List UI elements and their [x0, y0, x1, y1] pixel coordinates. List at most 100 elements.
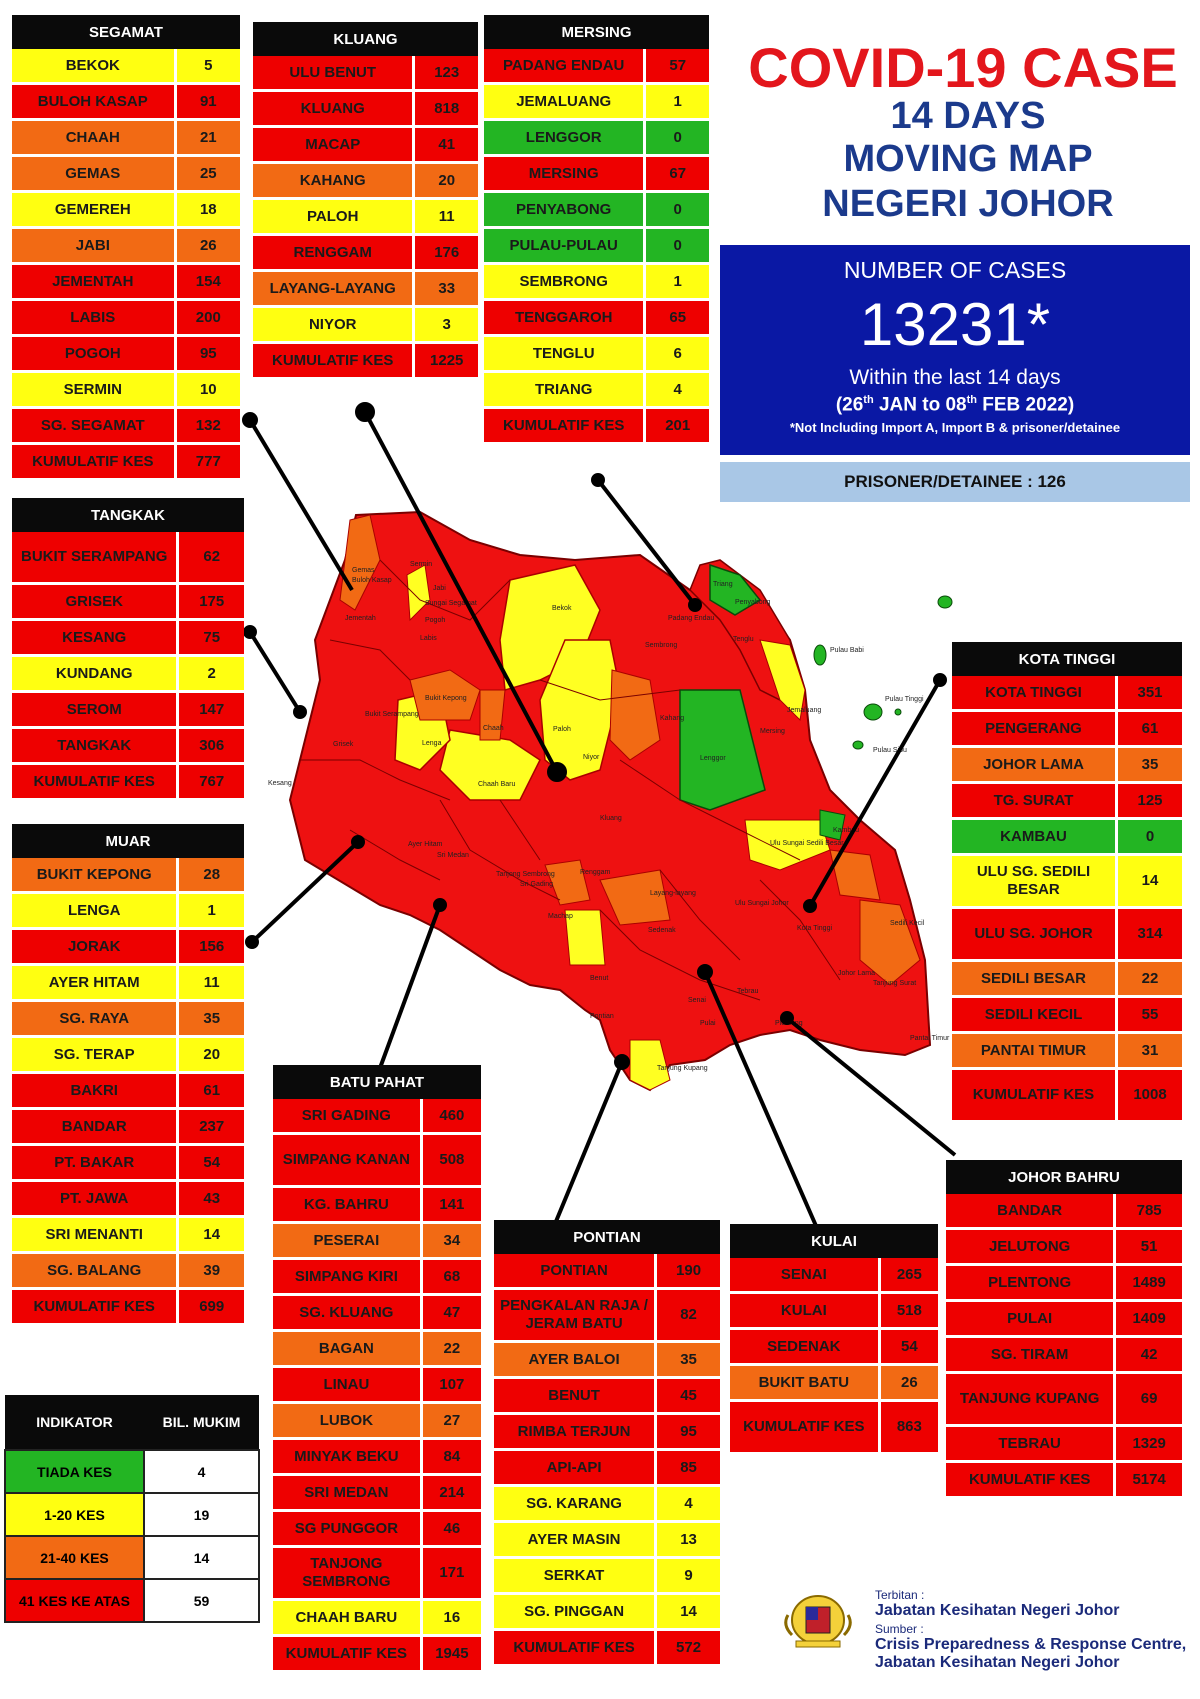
mukim-row: JORAK 156 — [12, 928, 244, 966]
mukim-name: SRI MENANTI — [12, 1216, 180, 1254]
mukim-name: SG. BALANG — [12, 1252, 180, 1290]
total-row: KUMULATIF KES 5174 — [946, 1461, 1182, 1499]
mukim-name: RENGGAM — [253, 234, 416, 272]
title-line1: 14 DAYS — [890, 95, 1046, 137]
mukim-row: MERSING 67 — [484, 155, 709, 193]
published-label: Terbitan : — [875, 1588, 925, 1602]
district-name: JOHOR BAHRU — [946, 1160, 1182, 1194]
indicator-head-value: BIL. MUKIM — [144, 1395, 259, 1450]
map-label: Grisek — [333, 741, 354, 748]
table-johor-bahru: JOHOR BAHRU BANDAR 785 JELUTONG 51 PLENTONG 14… — [946, 1160, 1182, 1499]
indicator-label: 21-40 KES — [3, 1535, 146, 1580]
mukim-row: PLENTONG 1489 — [946, 1264, 1182, 1302]
map-label: Sedili Kecil — [890, 920, 925, 927]
mukim-row: LABIS 200 — [12, 299, 240, 337]
map-label: Pantai Timur — [910, 1035, 950, 1042]
mukim-row: PENYABONG 0 — [484, 191, 709, 229]
mukim-row: SEROM 147 — [12, 691, 244, 729]
mukim-name: SG. KARANG — [494, 1485, 658, 1523]
mukim-cases: 314 — [1116, 907, 1182, 962]
mukim-row: TRIANG 4 — [484, 371, 709, 409]
mukim-row: BENUT 45 — [494, 1377, 720, 1415]
mukim-row: TENGLU 6 — [484, 335, 709, 373]
title-line2: MOVING MAP — [843, 138, 1093, 180]
table-segamat: SEGAMAT BEKOK 5 BULOH KASAP 91 CHAAH 21 GEMAS 25… — [12, 15, 240, 481]
mukim-cases: 5174 — [1114, 1461, 1182, 1499]
mukim-cases: 16 — [421, 1599, 481, 1637]
mukim-row: SRI MENANTI 14 — [12, 1216, 244, 1254]
mukim-cases: 11 — [413, 198, 478, 236]
johor-land — [288, 510, 932, 1092]
mukim-row: SG. RAYA 35 — [12, 1000, 244, 1038]
mukim-name: LABIS — [12, 299, 177, 337]
mukim-name: JORAK — [12, 928, 180, 966]
map-label: Kota Tinggi — [797, 925, 832, 932]
mukim-name: GRISEK — [12, 583, 180, 621]
mukim-row: SEDILI KECIL 55 — [952, 996, 1182, 1034]
mukim-cases: 141 — [421, 1186, 481, 1224]
mukim-cases: 1329 — [1114, 1425, 1182, 1463]
mukim-name: MINYAK BEKU — [273, 1438, 423, 1476]
mukim-name: JOHOR LAMA — [952, 746, 1118, 784]
mukim-cases: 11 — [177, 964, 244, 1002]
indicator-value: 14 — [143, 1535, 260, 1580]
leader-lines — [242, 402, 957, 1249]
mukim-cases: 57 — [644, 49, 709, 85]
map-place-labels: Gemas Buloh Kasap Sermin Jabi Sungai Seg… — [268, 561, 950, 1072]
mukim-name: JEMENTAH — [12, 263, 177, 301]
district-name: SEGAMAT — [12, 15, 240, 49]
source-line2: Jabatan Kesihatan Negeri Johor — [875, 1654, 1120, 1671]
map-label: Tanjung Kupang — [657, 1065, 708, 1072]
map-label: Sermin — [410, 561, 432, 568]
mukim-name: BUKIT SERAMPANG — [12, 532, 180, 585]
mukim-name: PENGERANG — [952, 710, 1118, 748]
map-label: Sungai Segamat — [425, 600, 477, 607]
indicator-label: TIADA KES — [3, 1449, 146, 1494]
mukim-name: TANJUNG KUPANG — [946, 1372, 1117, 1427]
mukim-cases: 34 — [421, 1222, 481, 1260]
map-label: Kahang — [660, 715, 684, 722]
mukim-cases: 351 — [1116, 676, 1182, 712]
mukim-row: KAMBAU 0 — [952, 818, 1182, 856]
range-end-sup: th — [966, 394, 977, 406]
map-label: Tanjong Sembrong — [496, 871, 555, 878]
mukim-name: BUKIT KEPONG — [12, 858, 180, 894]
mukim-cases: 67 — [644, 155, 709, 193]
mukim-row: SIMPANG KANAN 508 — [273, 1133, 481, 1188]
map-label: Tanjung Surat — [873, 980, 916, 987]
map-label: Jemaluang — [787, 707, 821, 714]
mukim-name: KUNDANG — [12, 655, 180, 693]
mukim-cases: 82 — [655, 1288, 720, 1343]
mukim-name: LENGGOR — [484, 119, 647, 157]
mukim-row: AYER BALOI 35 — [494, 1341, 720, 1379]
mukim-name: SIMPANG KIRI — [273, 1258, 423, 1296]
map-label: Pogoh — [425, 617, 445, 624]
map-label: Pulau Babi — [830, 647, 864, 654]
mukim-name: JABI — [12, 227, 177, 265]
mukim-row: API-API 85 — [494, 1449, 720, 1487]
map-label: Sembrong — [645, 642, 677, 649]
mukim-row: LAYANG-LAYANG 33 — [253, 270, 478, 308]
mukim-row: SERMIN 10 — [12, 371, 240, 409]
mukim-row: GEMEREH 18 — [12, 191, 240, 229]
mukim-row: TG. SURAT 125 — [952, 782, 1182, 820]
mukim-row: MACAP 41 — [253, 126, 478, 164]
summary-total: 13231* — [859, 291, 1051, 358]
mukim-cases: 863 — [879, 1400, 938, 1455]
mukim-row: BUKIT SERAMPANG 62 — [12, 532, 244, 585]
mukim-row: SEMBRONG 1 — [484, 263, 709, 301]
mukim-cases: 147 — [177, 691, 244, 729]
mukim-name: TENGGAROH — [484, 299, 647, 337]
mukim-cases: 1 — [177, 892, 244, 930]
mukim-name: BANDAR — [946, 1194, 1117, 1230]
mukim-name: RIMBA TERJUN — [494, 1413, 658, 1451]
mukim-row: PADANG ENDAU 57 — [484, 49, 709, 85]
mukim-name: MERSING — [484, 155, 647, 193]
district-name: TANGKAK — [12, 498, 244, 532]
mukim-row: BANDAR 785 — [946, 1194, 1182, 1230]
range-open: ( — [835, 394, 843, 416]
mukim-name: SERKAT — [494, 1557, 658, 1595]
mukim-name: PESERAI — [273, 1222, 423, 1260]
mukim-cases: 27 — [421, 1402, 481, 1440]
